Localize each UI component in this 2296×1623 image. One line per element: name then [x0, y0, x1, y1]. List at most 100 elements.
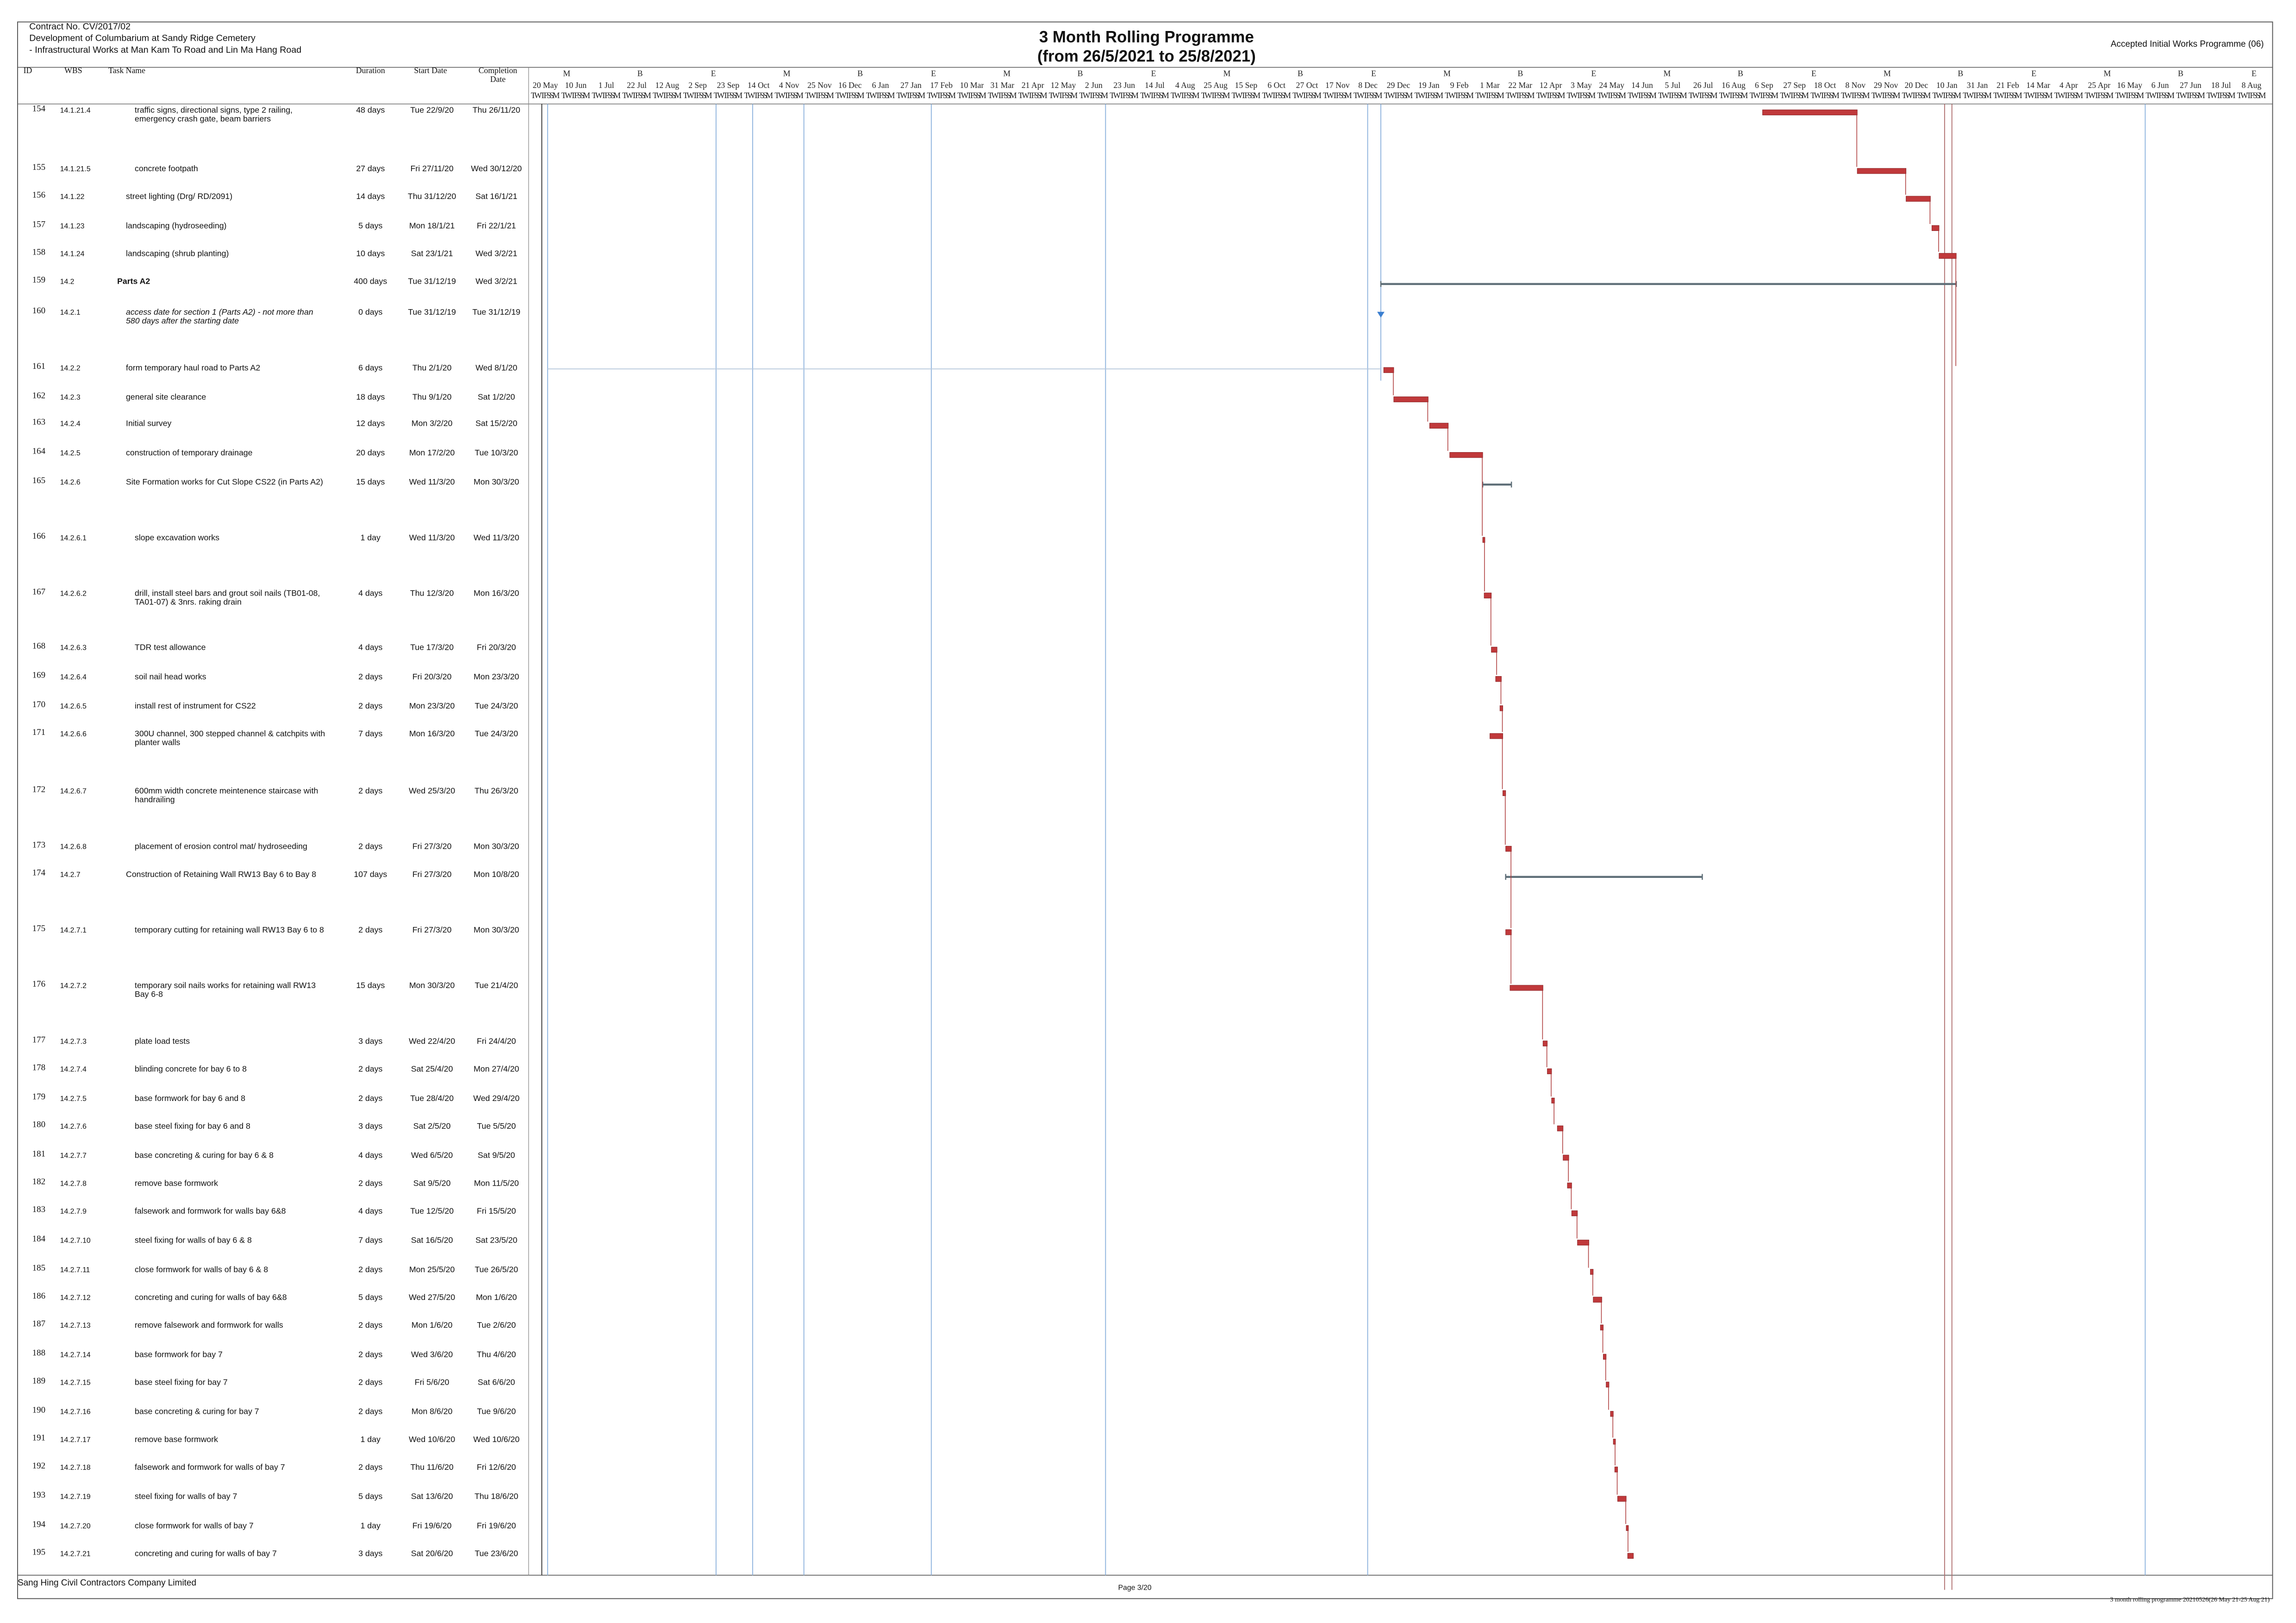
task-bar: [1429, 423, 1449, 429]
task-wbs: 14.2.6.5: [60, 703, 87, 712]
task-id: 162: [32, 392, 46, 401]
timescale-days: TWTFSSM: [2115, 91, 2144, 100]
timescale-date: 18 Oct: [1814, 81, 1836, 90]
task-id: 163: [32, 418, 46, 428]
task-wbs: 14.2.7.8: [60, 1180, 87, 1189]
timescale-days: TWTFSSM: [1689, 91, 1718, 100]
timescale-date: 10 Jun: [565, 81, 586, 90]
task-bar: [1491, 647, 1497, 653]
timescale-days: TWTFSSM: [1963, 91, 1992, 100]
task-name: steel fixing for walls of bay 6 & 8: [135, 1237, 252, 1246]
timescale-date: 4 Apr: [2059, 81, 2078, 90]
task-duration: 7 days: [358, 1237, 383, 1246]
timescale-days: TWTFSSM: [2237, 91, 2266, 100]
task-bar: [1563, 1155, 1569, 1161]
programme-label: Accepted Initial Works Programme (06): [2110, 41, 2264, 50]
task-duration: 2 days: [358, 703, 383, 712]
task-duration: 2 days: [358, 1408, 383, 1418]
task-name: base steel fixing for bay 7: [135, 1379, 228, 1388]
timescale-days: TWTFSSM: [805, 91, 834, 100]
task-wbs: 14.2: [60, 278, 75, 287]
task-finish: Wed 10/6/20: [473, 1436, 520, 1445]
task-id: 181: [32, 1150, 46, 1160]
task-duration: 4 days: [358, 1152, 383, 1161]
task-name: close formwork for walls of bay 6 & 8: [135, 1266, 268, 1275]
subtitle: (from 26/5/2021 to 25/8/2021): [1037, 48, 1256, 66]
task-wbs: 14.2.6.3: [60, 644, 87, 653]
timescale-date: 22 Mar: [1508, 81, 1532, 90]
timescale-date: 23 Jun: [1113, 81, 1135, 90]
task-id: 164: [32, 448, 46, 457]
timescale-tier: B: [637, 68, 643, 78]
task-finish: Mon 23/3/20: [474, 673, 519, 683]
task-duration: 2 days: [358, 673, 383, 683]
task-wbs: 14.2.3: [60, 393, 81, 403]
task-start: Fri 27/3/20: [412, 927, 452, 936]
task-start: Wed 6/5/20: [411, 1152, 453, 1161]
task-start: Sat 2/5/20: [413, 1123, 451, 1132]
task-wbs: 14.2.6.1: [60, 534, 87, 543]
task-bar: [1571, 1210, 1578, 1216]
task-finish: Sat 16/1/21: [475, 193, 518, 202]
task-name: temporary soil nails works for retaining…: [135, 982, 316, 1001]
timescale-date: 21 Feb: [1997, 81, 2019, 90]
timescale-date: 12 Apr: [1540, 81, 1562, 90]
task-start: Mon 1/6/20: [411, 1322, 453, 1331]
task-finish: Mon 30/3/20: [474, 843, 519, 852]
timescale-days: TWTFSSM: [2084, 91, 2114, 100]
task-wbs: 14.2.7.5: [60, 1095, 87, 1104]
timescale-date: 19 Jan: [1418, 81, 1440, 90]
task-bar: [1600, 1325, 1603, 1331]
task-finish: Wed 29/4/20: [473, 1095, 520, 1104]
task-duration: 107 days: [354, 871, 387, 880]
timescale-date: 27 Jan: [900, 81, 922, 90]
timescale-date: 29 Dec: [1387, 81, 1410, 90]
timescale-days: TWTFSSM: [1079, 91, 1108, 100]
task-bar: [1931, 225, 1940, 231]
timescale-date: 18 Jul: [2211, 81, 2231, 90]
task-id: 160: [32, 307, 46, 317]
task-id: 170: [32, 701, 46, 710]
task-id: 190: [32, 1406, 46, 1416]
task-name: falsework and formwork for walls of bay …: [135, 1464, 285, 1473]
task-name: TDR test allowance: [135, 644, 206, 653]
column-header: Duration: [356, 67, 385, 76]
task-id: 154: [32, 105, 46, 114]
task-wbs: 14.2.2: [60, 364, 81, 373]
milestone-marker: [1377, 311, 1385, 318]
task-wbs: 14.2.7.13: [60, 1322, 91, 1331]
timescale-date: 1 Mar: [1480, 81, 1500, 90]
timescale-days: TWTFSSM: [1475, 91, 1504, 100]
task-duration: 2 days: [358, 1095, 383, 1104]
timescale-date: 12 May: [1051, 81, 1076, 90]
task-bar: [1939, 253, 1957, 259]
task-id: 182: [32, 1178, 46, 1188]
task-name: Site Formation works for Cut Slope CS22 …: [126, 479, 323, 488]
timescale-date: 22 Jul: [627, 81, 647, 90]
task-name: soil nail head works: [135, 673, 206, 683]
task-wbs: 14.1.21.4: [60, 106, 91, 116]
column-header: WBS: [64, 67, 82, 76]
task-duration: 4 days: [358, 644, 383, 653]
timescale-days: TWTFSSM: [2146, 91, 2175, 100]
timescale-tier: E: [1591, 68, 1597, 78]
task-duration: 2 days: [358, 1464, 383, 1473]
task-start: Mon 3/2/20: [411, 420, 453, 429]
task-finish: Thu 18/6/20: [474, 1493, 518, 1502]
task-bar: [1505, 846, 1512, 852]
task-bar: [1603, 1354, 1607, 1360]
task-id: 169: [32, 672, 46, 681]
task-duration: 2 days: [358, 1180, 383, 1189]
task-name: install rest of instrument for CS22: [135, 703, 256, 712]
timescale-date: 4 Nov: [779, 81, 799, 90]
task-finish: Tue 24/3/20: [474, 703, 518, 712]
task-name: base concreting & curing for bay 6 & 8: [135, 1152, 274, 1161]
task-start: Wed 22/4/20: [409, 1038, 455, 1047]
task-wbs: 14.2.6.4: [60, 673, 87, 683]
timescale-date: 10 Jan: [1936, 81, 1958, 90]
task-duration: 4 days: [358, 1207, 383, 1217]
timescale-days: TWTFSSM: [592, 91, 621, 100]
timescale-tier: B: [1078, 68, 1083, 78]
timescale-date: 16 Aug: [1722, 81, 1746, 90]
